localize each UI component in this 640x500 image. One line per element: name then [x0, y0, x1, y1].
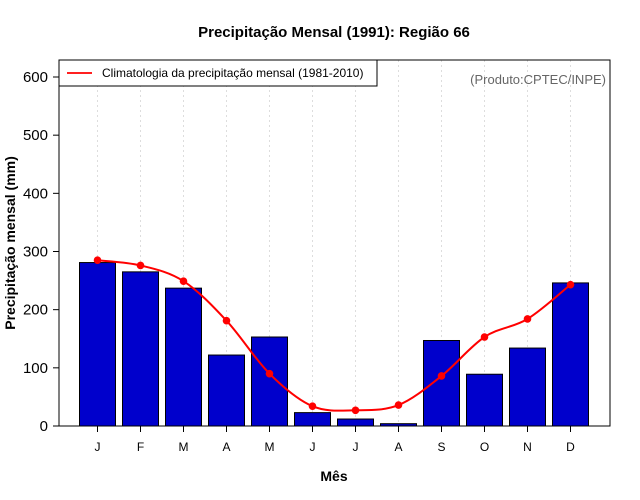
y-axis-title: Precipitação mensal (mm)	[2, 156, 18, 330]
climatology-point-11	[523, 315, 532, 323]
climatology-point-6	[308, 402, 317, 411]
climatology-point-3	[179, 277, 188, 285]
bar-2	[122, 271, 159, 427]
y-tick-label: 300	[23, 244, 48, 261]
x-tick-label: N	[523, 440, 532, 454]
x-tick-label: M	[179, 440, 189, 454]
x-tick-label: A	[394, 440, 402, 454]
climatology-point-2	[136, 261, 145, 270]
bar-1	[79, 262, 116, 427]
x-tick-label: M	[265, 440, 275, 454]
x-tick-label: J	[353, 440, 359, 454]
legend: Climatologia da precipitação mensal (198…	[58, 59, 378, 87]
y-tick-label: 600	[23, 69, 48, 86]
x-tick-label: J	[310, 440, 316, 454]
legend-box	[58, 59, 378, 87]
climatology-point-5	[265, 369, 274, 378]
x-tick-label: D	[566, 440, 575, 454]
y-tick-label: 500	[23, 127, 48, 144]
climatology-point-1	[93, 256, 102, 265]
bar-7	[337, 418, 374, 427]
bar-3	[165, 287, 202, 427]
x-tick-label: O	[480, 440, 489, 454]
climatology-series	[93, 256, 575, 415]
y-tick-label: 100	[23, 360, 48, 377]
climatology-point-4	[222, 316, 231, 325]
bar-12	[552, 282, 589, 427]
x-tick-label: F	[137, 440, 144, 454]
chart-title: Precipitação Mensal (1991): Região 66	[198, 24, 470, 41]
bar-10	[466, 373, 503, 427]
x-tick-label: A	[222, 440, 230, 454]
y-tick-label: 200	[23, 302, 48, 319]
bar-5	[251, 336, 288, 427]
x-axis-title: Mês	[320, 468, 347, 484]
climatology-point-8	[394, 401, 403, 409]
climatology-point-9	[437, 372, 446, 380]
y-tick-label: 0	[40, 418, 48, 435]
bar-9	[423, 339, 460, 427]
climatology-point-10	[480, 333, 489, 341]
bar-6	[294, 412, 331, 427]
x-tick-label: J	[95, 440, 101, 454]
climatology-point-7	[351, 406, 360, 415]
credit-text: (Produto:CPTEC/INPE)	[470, 72, 606, 87]
bars	[79, 262, 589, 427]
climatology-point-12	[566, 280, 575, 289]
y-axis: 0 100 200 300 400 500 600	[23, 69, 59, 435]
bar-11	[509, 347, 546, 427]
x-tick-label: S	[437, 440, 445, 454]
y-tick-label: 400	[23, 185, 48, 202]
legend-label: Climatologia da precipitação mensal (198…	[102, 66, 363, 80]
bar-4	[208, 354, 245, 427]
